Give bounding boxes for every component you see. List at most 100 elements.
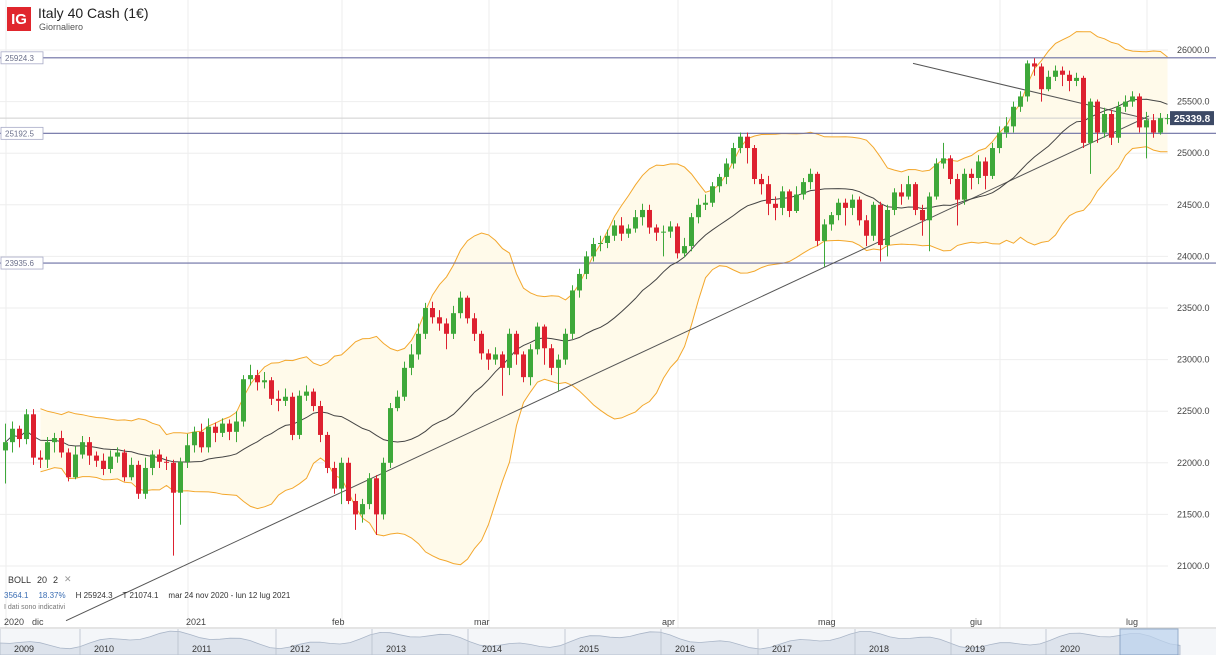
y-tick-label: 25000.0 [1177, 148, 1210, 158]
candle-body [1074, 77, 1079, 81]
candles [3, 58, 1170, 556]
candle [668, 221, 673, 238]
candle-body [73, 454, 78, 478]
candle-body [724, 163, 729, 177]
candle-body [493, 354, 498, 360]
candle [73, 446, 78, 480]
candle-body [829, 215, 834, 225]
candle [129, 457, 134, 481]
candle [213, 422, 218, 443]
candle [976, 155, 981, 185]
candle [192, 426, 197, 453]
candle-body [1095, 101, 1100, 133]
candle-body [248, 375, 253, 380]
candle [206, 418, 211, 453]
candle [1158, 112, 1163, 135]
candle-body [507, 333, 512, 368]
candle-body [1081, 77, 1086, 143]
candle [17, 425, 22, 448]
candle [143, 457, 148, 499]
candle [1165, 113, 1170, 125]
bollinger-middle-sma [5, 98, 1168, 463]
candle-body [388, 408, 393, 463]
candle [1102, 107, 1107, 138]
candle-body [45, 442, 50, 460]
candle-body [304, 391, 309, 396]
candle [1032, 58, 1037, 76]
candle [437, 310, 442, 331]
indicator-name[interactable]: BOLL [8, 574, 32, 585]
candle [290, 392, 295, 441]
navigator-year-label: 2016 [675, 644, 695, 654]
candle-body [213, 426, 218, 433]
candle-body [619, 225, 624, 234]
candle [773, 196, 778, 221]
candle [136, 460, 141, 499]
candle [591, 237, 596, 262]
candle [983, 157, 988, 190]
candle [269, 377, 274, 406]
candle-body [416, 333, 421, 355]
candle-body [696, 204, 701, 218]
candle [122, 449, 127, 482]
y-tick-label: 22500.0 [1177, 406, 1210, 416]
candle [178, 457, 183, 525]
candle [570, 285, 575, 339]
candle-body [948, 158, 953, 179]
candle [829, 212, 834, 231]
candle-body [1123, 101, 1128, 107]
candle-body [451, 313, 456, 334]
candle-body [472, 318, 477, 334]
indicator-multiplier: 2 [53, 574, 59, 585]
instrument-title: Italy 40 Cash (1€) [38, 5, 149, 21]
candle [731, 142, 736, 169]
candle-body [24, 414, 29, 440]
candle-body [437, 317, 442, 324]
candle-body [1137, 96, 1142, 128]
candle-body [808, 173, 813, 183]
candle [507, 328, 512, 376]
y-tick-label: 23000.0 [1177, 355, 1210, 365]
candle [87, 437, 92, 465]
y-tick-label: 22000.0 [1177, 458, 1210, 468]
candle-body [976, 161, 981, 178]
disclaimer-note: I dati sono indicativi [4, 604, 66, 611]
candle [577, 268, 582, 298]
candle-body [1158, 118, 1163, 133]
candle-body [360, 504, 365, 515]
candle-body [1053, 70, 1058, 77]
candle-body [815, 173, 820, 241]
candle [479, 330, 484, 360]
candle-body [997, 132, 1002, 149]
candle-body [899, 192, 904, 197]
close-icon[interactable]: ✕ [64, 574, 72, 584]
candle [367, 473, 372, 510]
candle-body [227, 423, 232, 432]
candle-body [1151, 120, 1156, 133]
candle-body [178, 461, 183, 493]
candle-body [269, 380, 274, 399]
candle [108, 450, 113, 474]
candle [94, 451, 99, 467]
candle-body [710, 186, 715, 203]
candle [612, 220, 617, 241]
level-label: 25192.5 [5, 129, 34, 138]
change-value: 3564.1 [4, 591, 29, 600]
candle [920, 204, 925, 236]
candle-body [668, 226, 673, 232]
candle [1081, 75, 1086, 149]
candle [647, 204, 652, 234]
candle-body [311, 391, 316, 407]
candle-body [206, 426, 211, 448]
candle [10, 421, 15, 453]
candle-body [346, 462, 351, 501]
change-percent: 18.37% [38, 591, 66, 600]
candle [605, 229, 610, 249]
candle [1025, 60, 1030, 102]
candle [906, 175, 911, 200]
candle [3, 423, 8, 484]
candle [486, 349, 491, 370]
candle-body [87, 442, 92, 456]
candle [626, 224, 631, 238]
